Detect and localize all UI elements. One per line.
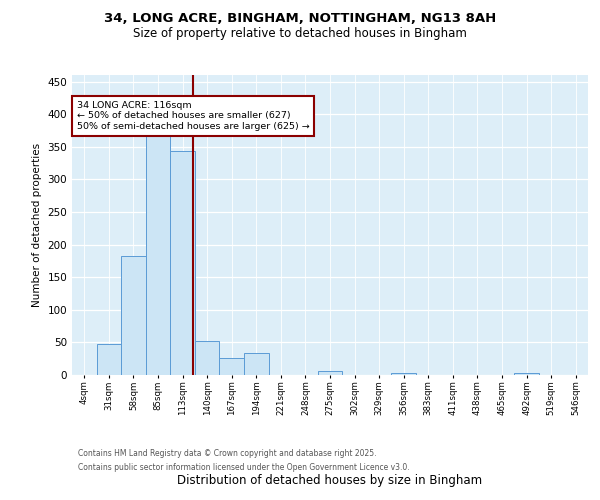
X-axis label: Distribution of detached houses by size in Bingham: Distribution of detached houses by size …	[178, 474, 482, 487]
Bar	[121, 256, 146, 375]
Bar	[195, 341, 220, 375]
Bar	[220, 358, 244, 375]
Text: Contains HM Land Registry data © Crown copyright and database right 2025.: Contains HM Land Registry data © Crown c…	[78, 448, 377, 458]
Bar	[146, 134, 170, 375]
Bar	[244, 354, 269, 375]
Bar	[514, 373, 539, 375]
Bar	[318, 371, 342, 375]
Bar	[170, 152, 195, 375]
Bar	[97, 344, 121, 375]
Text: 34, LONG ACRE, BINGHAM, NOTTINGHAM, NG13 8AH: 34, LONG ACRE, BINGHAM, NOTTINGHAM, NG13…	[104, 12, 496, 26]
Bar	[391, 373, 416, 375]
Text: Contains public sector information licensed under the Open Government Licence v3: Contains public sector information licen…	[78, 464, 410, 472]
Text: 34 LONG ACRE: 116sqm
← 50% of detached houses are smaller (627)
50% of semi-deta: 34 LONG ACRE: 116sqm ← 50% of detached h…	[77, 101, 310, 131]
Y-axis label: Number of detached properties: Number of detached properties	[32, 143, 42, 307]
Text: Size of property relative to detached houses in Bingham: Size of property relative to detached ho…	[133, 28, 467, 40]
